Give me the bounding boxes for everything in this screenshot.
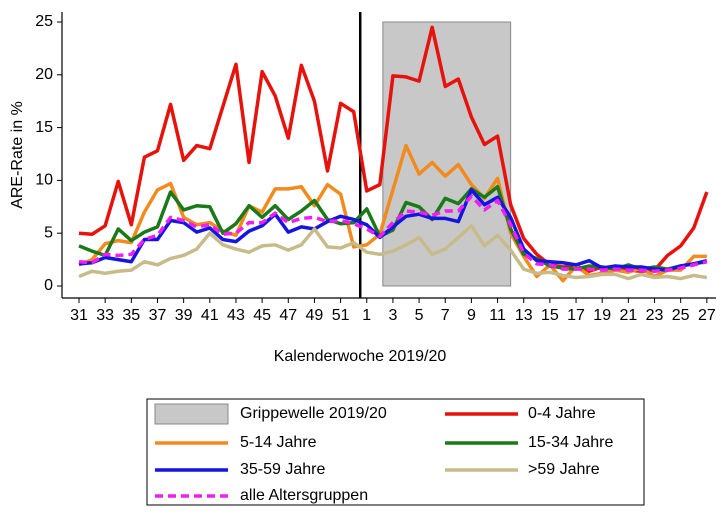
x-tick-label: 15 xyxy=(541,307,559,324)
legend-label: 0-4 Jahre xyxy=(528,405,596,422)
y-tick-label: 0 xyxy=(44,277,53,294)
x-tick-label: 11 xyxy=(489,307,506,324)
y-tick-label: 15 xyxy=(35,119,53,136)
legend-label: 35-59 Jahre xyxy=(240,461,325,478)
y-tick-label: 20 xyxy=(35,66,53,83)
x-tick-label: 33 xyxy=(96,307,114,324)
x-tick-label: 51 xyxy=(332,307,350,324)
y-tick-label: 5 xyxy=(44,224,53,241)
y-tick-label: 25 xyxy=(35,13,53,30)
series-line xyxy=(78,194,708,273)
series-line xyxy=(78,188,708,272)
x-tick-label: 7 xyxy=(441,307,450,324)
x-tick-label: 49 xyxy=(306,307,324,324)
legend-swatch xyxy=(154,403,229,425)
legend-label: 15-34 Jahre xyxy=(528,434,613,451)
legend-label: Grippewelle 2019/20 xyxy=(240,405,387,422)
legend-label: 5-14 Jahre xyxy=(240,434,317,451)
y-tick-label: 10 xyxy=(35,172,53,189)
y-axis-title: ARE-Rate in % xyxy=(9,101,26,209)
x-tick-label: 47 xyxy=(279,307,297,324)
x-tick-label: 17 xyxy=(567,307,585,324)
x-tick-label: 37 xyxy=(149,307,167,324)
x-tick-label: 13 xyxy=(515,307,533,324)
x-tick-label: 39 xyxy=(175,307,193,324)
x-tick-label: 45 xyxy=(253,307,271,324)
x-tick-label: 19 xyxy=(593,307,611,324)
series-line xyxy=(78,224,708,281)
x-tick-label: 25 xyxy=(672,307,690,324)
x-tick-label: 31 xyxy=(70,307,88,324)
x-tick-label: 23 xyxy=(646,307,664,324)
x-tick-label: 1 xyxy=(362,307,371,324)
legend-label: alle Altersgruppen xyxy=(240,487,368,504)
x-tick-label: 43 xyxy=(227,307,245,324)
x-tick-label: 21 xyxy=(619,307,637,324)
x-tick-label: 5 xyxy=(415,307,424,324)
x-tick-label: 35 xyxy=(122,307,140,324)
legend-box xyxy=(146,398,645,506)
x-axis-title: Kalenderwoche 2019/20 xyxy=(274,348,447,365)
x-tick-label: 27 xyxy=(698,307,716,324)
x-tick-label: 9 xyxy=(467,307,476,324)
x-tick-label: 41 xyxy=(201,307,219,324)
legend-label: >59 Jahre xyxy=(528,461,600,478)
x-tick-label: 3 xyxy=(388,307,397,324)
